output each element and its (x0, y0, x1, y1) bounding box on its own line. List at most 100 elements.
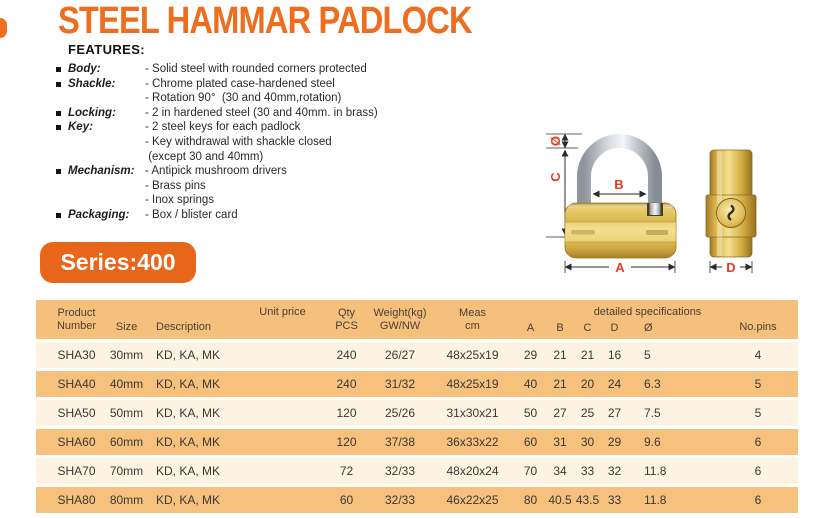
cell-no-pins: 6 (754, 493, 762, 507)
cell-description: KD, KA, MK (156, 377, 221, 391)
cell-meas: 48x20x24 (446, 464, 499, 478)
cell-qty: 240 (336, 348, 357, 362)
header-spec-letters: A B C D Ø (515, 322, 700, 334)
shackle (577, 134, 662, 235)
cell-spec-b: 31 (553, 435, 567, 449)
cell-unit-price (250, 371, 315, 397)
bullet-square-icon (56, 169, 61, 175)
page-title: STEEL HAMMAR PADLOCK (58, 0, 473, 42)
cell-spec-d: 33 (607, 493, 622, 507)
header-line: cm (465, 319, 480, 332)
header-line: Weight(kg) (373, 306, 427, 319)
cell-no-pins: 4 (754, 348, 762, 362)
cell-spec-b: 27 (553, 406, 567, 420)
dim-label-d: D (726, 260, 735, 275)
cell-spec-diameter: 11.8 (644, 493, 667, 507)
dim-label-c: C (548, 172, 563, 182)
feature-line: - 2 steel keys for each padlock (145, 121, 301, 134)
header-line: Qty (337, 306, 356, 319)
feature-line: - Rotation 90° (30 and 40mm,rotation) (145, 92, 342, 105)
cell-spec-a: 60 (523, 435, 538, 449)
feature-values: - Antipick mushroom drivers - Brass pins… (145, 164, 524, 208)
padlock-front-view (564, 134, 677, 259)
feature-values: - Solid steel with rounded corners prote… (145, 62, 524, 77)
header-description: Description (146, 300, 250, 339)
header-spec-b: B (556, 322, 564, 334)
cell-qty: 120 (336, 435, 357, 449)
cell-spec-diameter: 9.6 (644, 435, 661, 449)
cell-meas: 48x25x19 (446, 377, 499, 391)
table-row-sha70: SHA70 70mm KD, KA, MK 72 32/33 48x20x24 … (36, 458, 798, 484)
header-spec-c: C (583, 322, 592, 334)
cell-unit-price (250, 458, 315, 484)
dim-label-a: A (615, 260, 625, 275)
table-row-sha30: SHA30 30mm KD, KA, MK 240 26/27 48x25x19… (36, 342, 798, 368)
cell-size: 40mm (109, 377, 144, 391)
header-qty: Qty PCS (315, 300, 370, 339)
feature-shackle: Shackle: - Chrome plated case-hardened s… (54, 77, 524, 106)
cell-weight: 32/33 (384, 493, 416, 507)
header-meas: Meas cm (430, 300, 515, 339)
cell-meas: 31x30x21 (446, 406, 499, 420)
header-line: Number (56, 319, 97, 332)
cell-spec-b: 21 (553, 377, 567, 391)
cell-product-number: SHA50 (57, 406, 96, 420)
feature-label: Shackle: (68, 77, 116, 90)
header-spec-diameter: Ø (644, 322, 653, 334)
padlock-diagram: Ø C B A D (546, 133, 757, 275)
table-row-sha60: SHA60 60mm KD, KA, MK 120 37/38 36x33x22… (36, 429, 798, 455)
cell-weight: 25/26 (384, 406, 416, 420)
cell-spec-a: 80 (523, 493, 538, 507)
feature-label: Body: (68, 63, 101, 75)
cell-spec-a: 70 (523, 464, 538, 478)
cell-no-pins: 5 (754, 377, 762, 391)
feature-label: Packaging: (68, 208, 130, 221)
cell-spec-a: 50 (523, 406, 538, 420)
feature-line: - Key withdrawal with shackle closed (145, 135, 332, 148)
cell-spec-c: 30 (580, 435, 595, 449)
header-spec-a: A (526, 322, 535, 334)
cell-spec-b: 40.5 (548, 493, 572, 507)
cell-description: KD, KA, MK (156, 406, 221, 420)
features-heading: FEATURES: (68, 42, 146, 57)
feature-line: - Box / blister card (145, 208, 238, 221)
bullet-square-icon (56, 110, 61, 116)
cell-qty: 72 (339, 464, 354, 478)
header-line: Unit price (259, 306, 306, 318)
cell-no-pins: 6 (754, 435, 762, 449)
bullet-square-icon (56, 212, 61, 218)
cell-meas: 46x22x25 (446, 493, 499, 507)
feature-values: - Box / blister card (145, 208, 524, 223)
keyhole (727, 204, 735, 221)
feature-values: - Chrome plated case-hardened steel - Ro… (145, 77, 524, 106)
cell-qty: 120 (336, 406, 357, 420)
header-spec-d: D (610, 322, 619, 334)
bullet-square-icon (56, 125, 61, 131)
feature-packaging: Packaging: - Box / blister card (54, 208, 524, 223)
cell-spec-c: 33 (580, 464, 595, 478)
cell-description: KD, KA, MK (156, 435, 221, 449)
feature-body: Body: - Solid steel with rounded corners… (54, 62, 524, 77)
dim-label-b: B (614, 177, 623, 192)
series-badge-label: Series:400 (60, 249, 176, 275)
header-detailed-specs: detailed specifications (593, 306, 702, 318)
cell-product-number: SHA30 (57, 348, 96, 362)
cell-product-number: SHA60 (57, 435, 96, 449)
cell-spec-diameter: 6.3 (644, 377, 661, 391)
cell-spec-a: 29 (523, 348, 538, 362)
cell-no-pins: 6 (754, 464, 762, 478)
cell-weight: 31/32 (384, 377, 416, 391)
header-line: Product (57, 306, 96, 319)
cell-spec-diameter: 5 (644, 348, 651, 362)
header-product-number: Product Number (36, 300, 101, 339)
cell-size: 70mm (109, 464, 144, 478)
cell-spec-a: 40 (523, 377, 538, 391)
feature-label: Locking: (68, 106, 116, 119)
cell-unit-price (250, 429, 315, 455)
cell-meas: 48x25x19 (446, 348, 499, 362)
feature-line: - Inox springs (145, 194, 215, 207)
features-list: Body: - Solid steel with rounded corners… (54, 62, 524, 223)
cell-spec-d: 16 (607, 348, 622, 362)
cell-spec-c: 43.5 (575, 493, 600, 507)
